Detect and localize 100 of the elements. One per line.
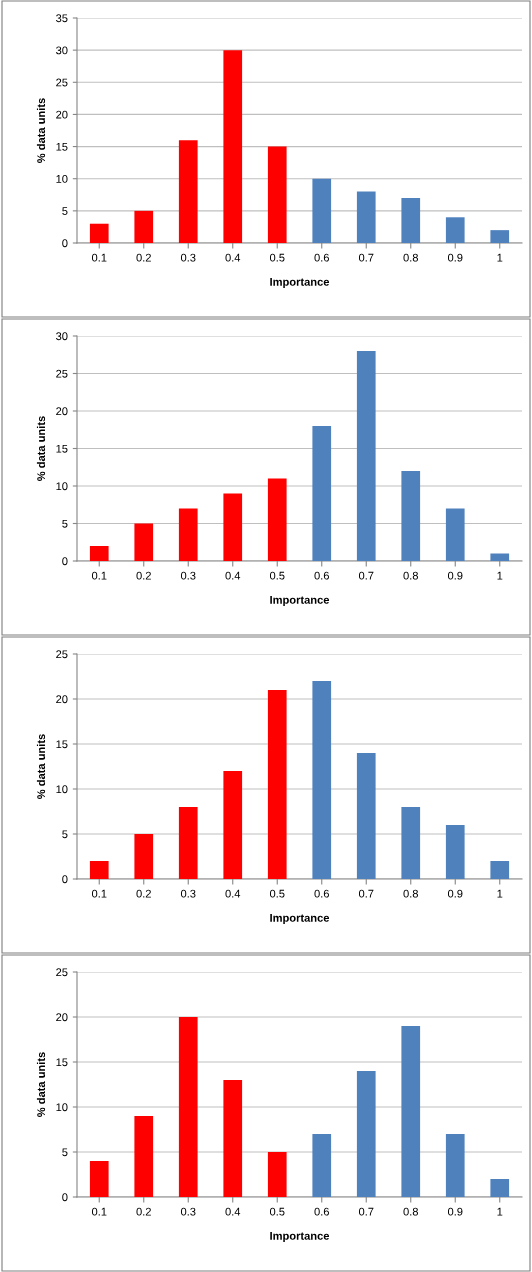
y-tick-label: 5 [62,207,68,215]
x-tick-label: 0.8 [403,253,418,262]
bar [178,140,198,243]
y-tick-label: 0 [62,875,68,884]
x-tick-label: 0.2 [136,571,151,580]
x-tick-label: 0.7 [358,571,374,580]
y-tick-label: 0 [62,1193,68,1202]
bar [223,50,243,243]
y-tick-label: 20 [56,407,68,416]
bar [223,771,243,879]
bar [401,471,421,561]
x-tick-label: 0.1 [91,1207,107,1216]
bar [267,1152,287,1197]
y-tick-label: 5 [62,1148,68,1157]
bar [89,861,109,879]
x-tick-label: 0.1 [91,253,107,262]
x-tick-label: 0.4 [225,571,241,580]
y-tick-label: 30 [56,332,68,341]
x-tick-label: 0.4 [225,1207,241,1216]
y-tick-label: 30 [56,46,68,55]
y-tick-label: 10 [56,785,68,794]
x-tick-label: 0.2 [136,253,151,262]
x-tick-label: 0.9 [447,253,463,262]
x-tick-label: 0.8 [403,889,418,898]
bar [356,1071,376,1197]
bar [267,690,287,879]
bar [312,426,332,561]
bar [401,1026,421,1197]
y-tick-label: 15 [56,444,68,453]
y-tick-label: 25 [56,968,68,977]
bar [401,198,421,243]
x-tick-label: 0.5 [269,1207,285,1216]
bar [134,523,154,561]
bar [312,1134,332,1197]
y-tick-label: 15 [56,740,68,749]
x-tick-label: 0.8 [403,1207,418,1216]
bar [312,178,332,243]
x-tick-label: 0.3 [180,889,196,898]
bar [445,217,465,243]
x-tick-label: 0.7 [358,253,374,262]
bar [490,861,510,879]
bar [134,1116,154,1197]
x-tick-label: 0.4 [225,889,241,898]
y-tick-label: 10 [56,482,68,491]
y-tick-label: 20 [56,110,68,119]
bar [490,1179,510,1197]
x-tick-label: 1 [497,889,503,898]
bar [178,1017,198,1197]
bar [89,546,109,561]
x-axis-title: Importance [270,278,330,289]
bar [134,210,154,243]
bar [356,351,376,561]
x-tick-label: 0.6 [314,253,329,262]
y-tick-label: 0 [62,239,68,248]
x-tick-label: 0.2 [136,889,151,898]
x-tick-label: 0.3 [180,571,196,580]
bar [178,807,198,879]
bar [445,508,465,561]
bar [223,493,243,561]
x-tick-label: 0.8 [403,571,418,580]
y-tick-label: 25 [56,650,68,659]
y-tick-label: 15 [56,142,68,151]
bar [356,191,376,243]
x-tick-label: 0.1 [91,889,107,898]
y-tick-label: 20 [56,1013,68,1022]
x-tick-label: 0.3 [180,253,196,262]
x-tick-label: 0.6 [314,1207,329,1216]
x-axis-title: Importance [270,914,330,925]
x-tick-label: 0.2 [136,1207,151,1216]
x-axis-title: Importance [270,596,330,607]
bar [178,508,198,561]
y-axis-title: % data units [36,734,46,799]
x-tick-label: 0.5 [269,571,285,580]
x-tick-label: 0.9 [447,1207,463,1216]
bar [267,146,287,243]
y-tick-label: 25 [56,78,68,87]
bar [134,834,154,879]
y-tick-label: 35 [56,14,68,23]
x-tick-label: 1 [497,571,503,580]
bar [312,681,332,879]
y-tick-label: 20 [56,695,68,704]
x-tick-label: 0.6 [314,571,329,580]
x-tick-label: 0.1 [91,571,107,580]
bar [89,223,109,243]
bar [445,1134,465,1197]
x-tick-label: 0.5 [269,889,285,898]
y-axis-title: % data units [36,416,46,481]
bar [267,478,287,561]
y-tick-label: 10 [56,1103,68,1112]
y-axis-title: % data units [36,98,46,163]
bar [356,753,376,879]
x-tick-label: 0.9 [447,571,463,580]
y-tick-label: 25 [56,369,68,378]
x-tick-label: 0.7 [358,1207,374,1216]
x-tick-label: 1 [497,253,503,262]
bar [445,825,465,879]
x-tick-label: 0.6 [314,889,329,898]
bar [89,1161,109,1197]
y-tick-label: 0 [62,557,68,566]
x-tick-label: 0.5 [269,253,285,262]
